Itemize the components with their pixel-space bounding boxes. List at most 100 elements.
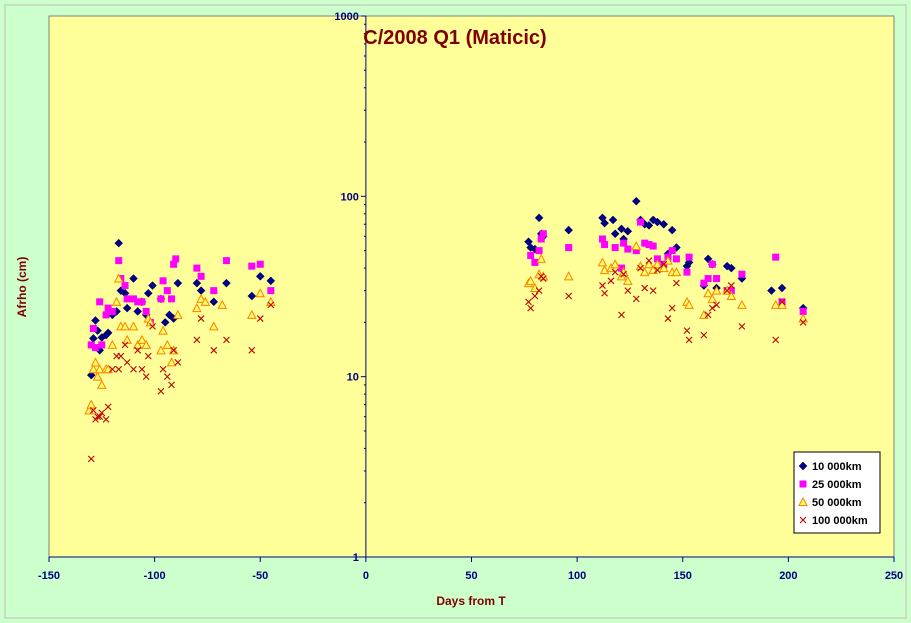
data-point	[539, 275, 547, 282]
legend-marker	[798, 496, 808, 506]
data-point	[266, 276, 276, 286]
data-point	[668, 247, 676, 255]
x-tick-label: 0	[363, 570, 369, 582]
data-point	[649, 242, 657, 250]
data-point	[115, 365, 123, 373]
x-tick-label: -50	[252, 570, 268, 582]
data-point	[707, 293, 718, 303]
data-point	[142, 373, 150, 381]
data-point	[142, 307, 150, 315]
x-tick-label: 250	[885, 570, 903, 582]
data-point	[667, 225, 677, 235]
data-point	[94, 364, 105, 374]
data-point	[115, 257, 123, 265]
data-point	[565, 244, 573, 252]
data-point	[248, 262, 256, 270]
y-axis-label: Afrho (cm)	[15, 257, 29, 318]
data-point	[703, 288, 713, 298]
data-point	[598, 235, 606, 243]
data-point	[713, 301, 720, 309]
data-point	[711, 285, 722, 295]
data-point	[664, 315, 672, 322]
data-point	[98, 341, 106, 349]
data-point	[90, 357, 101, 367]
x-tick-label: -150	[38, 570, 60, 582]
data-point	[113, 273, 124, 283]
data-point	[103, 328, 113, 338]
data-point	[673, 279, 680, 287]
data-point	[209, 297, 219, 307]
data-point	[137, 334, 147, 344]
data-point	[149, 323, 156, 330]
data-point	[255, 271, 265, 281]
data-point	[653, 255, 661, 263]
data-point	[631, 196, 641, 206]
data-point	[92, 371, 103, 381]
data-point	[610, 229, 620, 239]
data-point	[601, 289, 608, 297]
data-point	[610, 259, 620, 269]
data-point	[132, 339, 143, 349]
data-point	[172, 255, 180, 263]
data-point	[197, 315, 205, 322]
data-point	[255, 288, 266, 298]
data-point	[726, 290, 737, 301]
data-point	[618, 311, 625, 319]
data-point	[104, 304, 112, 312]
data-point	[96, 379, 107, 389]
data-point	[653, 217, 662, 227]
data-point	[168, 381, 175, 389]
data-point	[623, 226, 633, 236]
data-point	[267, 301, 275, 309]
data-point	[88, 364, 99, 374]
data-point	[222, 257, 230, 265]
data-point	[737, 299, 747, 309]
data-point	[114, 238, 124, 248]
data-point	[671, 267, 682, 277]
data-point	[708, 304, 716, 312]
data-point	[196, 293, 206, 303]
data-point	[208, 321, 219, 331]
x-tick-label: 150	[674, 570, 692, 582]
data-point	[256, 260, 264, 268]
data-point	[247, 291, 257, 301]
data-point	[163, 373, 171, 381]
data-point	[537, 235, 545, 243]
data-point	[133, 307, 143, 316]
data-point	[535, 287, 543, 295]
data-point	[777, 299, 787, 309]
data-point	[683, 268, 691, 276]
data-point	[772, 253, 780, 261]
data-point	[772, 336, 780, 344]
data-point	[527, 304, 535, 312]
data-point	[624, 287, 632, 295]
series-4	[87, 257, 807, 463]
data-point	[121, 282, 129, 290]
data-point	[134, 298, 142, 306]
data-point	[91, 316, 100, 325]
plot-area	[48, 15, 895, 558]
data-point	[597, 257, 608, 267]
data-point	[624, 245, 632, 253]
legend-label: 10 000km	[812, 461, 862, 473]
data-point	[620, 270, 627, 278]
data-point	[102, 415, 110, 423]
data-point	[637, 218, 644, 226]
data-point	[599, 282, 606, 289]
data-point	[535, 247, 543, 255]
data-point	[157, 387, 165, 395]
data-point	[778, 298, 786, 306]
data-point	[564, 225, 574, 235]
data-point	[536, 253, 547, 263]
legend-label: 50 000km	[812, 497, 862, 509]
data-point	[166, 357, 177, 367]
x-tick-label: 50	[465, 570, 477, 582]
data-point	[645, 241, 653, 249]
data-point	[620, 239, 628, 247]
data-point	[700, 331, 708, 339]
data-point	[637, 264, 644, 272]
data-point	[210, 287, 218, 295]
data-point	[141, 339, 152, 349]
data-point	[644, 221, 654, 230]
